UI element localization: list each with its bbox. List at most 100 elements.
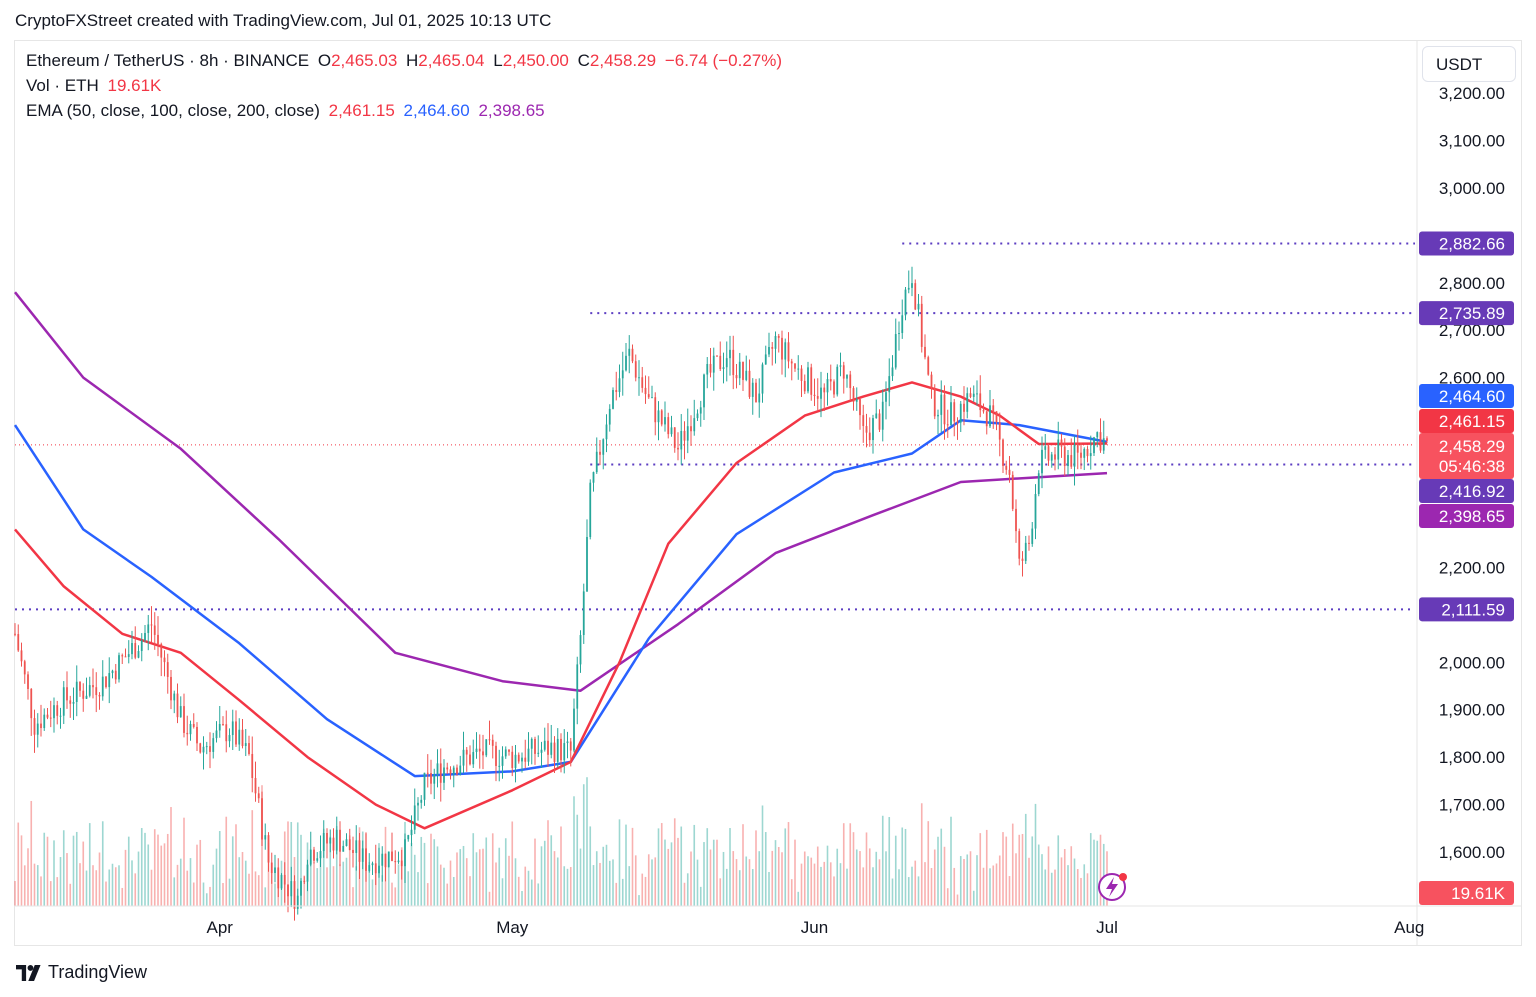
candle-body [469,754,471,765]
candle-body [144,632,146,641]
ema50-line [14,381,1108,830]
volume-bar [150,869,153,906]
candle-body [995,411,998,423]
candle-body [712,355,715,373]
volume-bar [537,883,540,906]
flash-icon[interactable] [1098,873,1127,901]
volume-bar [995,863,998,906]
candle-body [595,451,598,473]
candle-body [79,681,81,691]
candle-body [683,430,686,441]
candle-body [439,763,442,783]
candle-body [816,396,819,399]
volume-bar [1011,823,1014,906]
candle-body [894,334,897,368]
candle-body [1073,444,1076,467]
volume-bar [907,877,910,906]
volume-bar [1076,869,1079,906]
time-tick-label: Jul [1096,918,1118,937]
candle-body [891,367,894,377]
candle-body [755,382,757,403]
volume-bar [504,838,507,906]
candle-body [618,378,621,393]
volume-bar [579,848,582,906]
volume-bar [709,849,712,906]
candle-body [628,348,631,356]
candle-body [797,368,800,370]
last-price-label: 2,458.29 [1439,437,1505,456]
candle-body [846,374,848,379]
candle-body [280,874,283,889]
volume-bar [27,848,29,906]
volume-bar [300,834,302,906]
candle-body [176,693,179,718]
candle-body [189,724,192,735]
level-tag-box [1419,231,1514,256]
candle-body [582,591,585,636]
volume-bar [745,856,748,906]
volume-bar [644,876,647,906]
volume-bar [374,868,377,906]
volume-bar [901,827,904,906]
volume-bar [651,859,653,906]
candle-body [1021,558,1024,561]
volume-bar [1008,876,1011,906]
candle-body [599,451,601,455]
volume-bar [235,824,237,906]
candle-body [963,403,965,412]
candle-body [186,732,189,735]
volume-bar [215,848,218,906]
time-tick-label: Apr [207,918,234,937]
ema100-tag-box [1419,384,1514,408]
candle-body [378,865,380,874]
candle-body [384,853,387,868]
candle-body [121,655,124,657]
candle-body [563,743,566,761]
volume-bar [430,833,432,906]
candle-body [105,676,107,688]
volume-bar [33,863,36,906]
volume-bar [124,849,127,906]
volume-bar [654,857,657,906]
volume-bar [647,854,650,906]
legend-change: −6.74 (−0.27%) [664,51,783,70]
candle-body [62,687,65,716]
candle-body [218,723,221,731]
volume-bar [248,873,250,906]
volume-bar [274,883,276,906]
volume-bar [784,828,787,906]
currency-button[interactable]: USDT [1422,46,1516,82]
volume-bar [690,851,692,906]
volume-bar [66,853,68,906]
volume-bar [316,868,319,906]
volume-bar [160,845,163,906]
candle-body [501,756,504,766]
candle-body [157,634,159,645]
volume-bar [1067,865,1069,906]
volume-bar [436,846,439,906]
candle-body [592,472,595,483]
volume-bar [153,829,156,906]
volume-bar [1080,877,1082,906]
price-tick-label: 3,100.00 [1439,131,1505,150]
volume-bar [855,849,858,906]
tradingview-brand[interactable]: TradingView [16,962,147,983]
candle-body [59,715,62,717]
candle-body [511,751,514,768]
volume-bars [14,777,1108,906]
volume-bar [456,852,458,906]
volume-bar [914,860,917,906]
candle-body [118,655,120,680]
volume-bar [108,869,111,906]
candle-body [131,643,133,655]
candle-body [420,799,423,803]
candle-body [966,393,969,412]
candle-body [979,393,982,411]
volume-bar [576,814,579,906]
volume-bar [758,851,761,906]
candle-body [209,746,211,752]
candle-body [348,839,351,850]
candle-body [222,723,224,725]
volume-bar [433,839,436,906]
